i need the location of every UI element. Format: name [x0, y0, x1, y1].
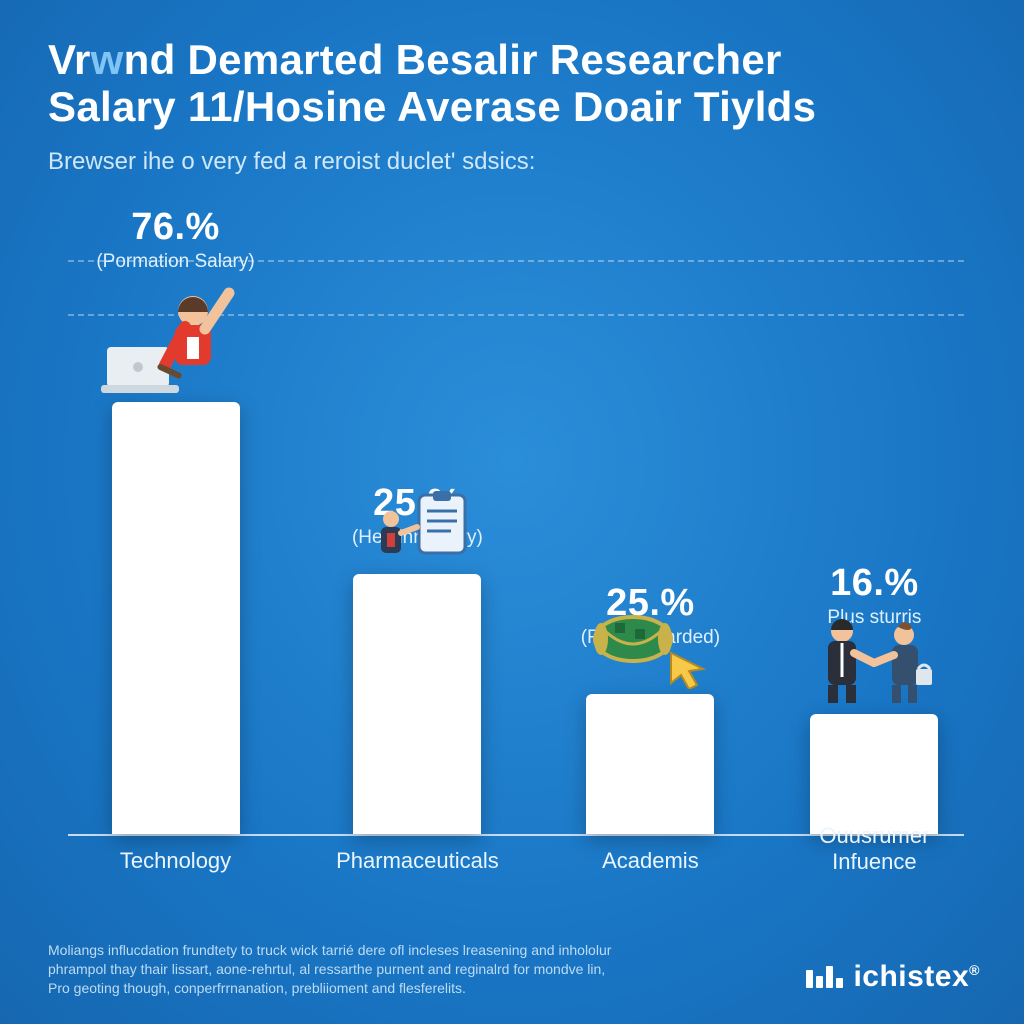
category-label: Technology [120, 848, 231, 874]
value-label: 25.% (Remmer arded) [565, 582, 735, 649]
footer-line: Pro geoting though, conperfrrnanation, p… [48, 979, 804, 998]
bar-pharmaceuticals [353, 574, 481, 834]
brand-bars-icon [806, 966, 843, 988]
value-percent: 16.% [789, 562, 959, 605]
category-label-text: OuusrumerInfuence [819, 823, 929, 873]
infographic-root: Vrwnd Demarted Besalir Researcher Salary… [0, 0, 1024, 1024]
title-line-2: Salary 11/Hosine Averase Doair Tiylds [48, 83, 816, 130]
title-inline-glyph: w [91, 36, 124, 83]
footer-text: Moliangs influcdation frundtety to truck… [48, 941, 804, 998]
title-frag-a: Vr [48, 36, 91, 83]
footer-line: phrampol thay thair lissart, aone-rehrtu… [48, 960, 804, 979]
footer-line: Moliangs influcdation frundtety to truck… [48, 941, 804, 960]
value-percent: 25.% [565, 582, 735, 625]
title-line-1: Vrwnd Demarted Besalir Researcher [48, 36, 782, 83]
subtitle: Brewser ihe o very fed a reroist duclet'… [48, 148, 976, 176]
value-sub: (Pormation Salary) [91, 251, 261, 273]
category-label: OuusrumerInfuence [819, 823, 929, 874]
value-sub: (Remmer arded) [565, 627, 735, 649]
gridline [68, 314, 964, 316]
person-laptop-icon [101, 287, 251, 402]
brand-trademark: ® [969, 962, 980, 978]
category-label: Pharmaceuticals [336, 848, 499, 874]
bar-academis [586, 694, 714, 834]
bar-chart: 76.% (Pormation Salary) 25.% (Heminr (il… [68, 230, 964, 870]
value-label: 76.% (Pormation Salary) [91, 206, 261, 273]
bar-consumer [810, 714, 938, 834]
brand-logo: ichistex® [806, 960, 980, 994]
category-label: Academis [602, 848, 699, 874]
bar-technology [112, 402, 240, 834]
value-sub: Plus sturris [789, 607, 959, 629]
brand-text: ichistex® [853, 960, 980, 994]
brand-name: ichistex [853, 960, 969, 993]
title-frag-b: nd [124, 36, 176, 83]
value-percent: 25.% [332, 482, 502, 525]
value-label: 16.% Plus sturris [789, 562, 959, 629]
value-label: 25.% (Heminr (ileary) [332, 482, 502, 549]
value-percent: 76.% [91, 206, 261, 249]
main-title: Vrwnd Demarted Besalir Researcher Salary… [48, 36, 976, 130]
title-frag-rest: Demarted Besalir Researcher [176, 36, 782, 83]
value-sub: (Heminr (ileary) [332, 527, 502, 549]
